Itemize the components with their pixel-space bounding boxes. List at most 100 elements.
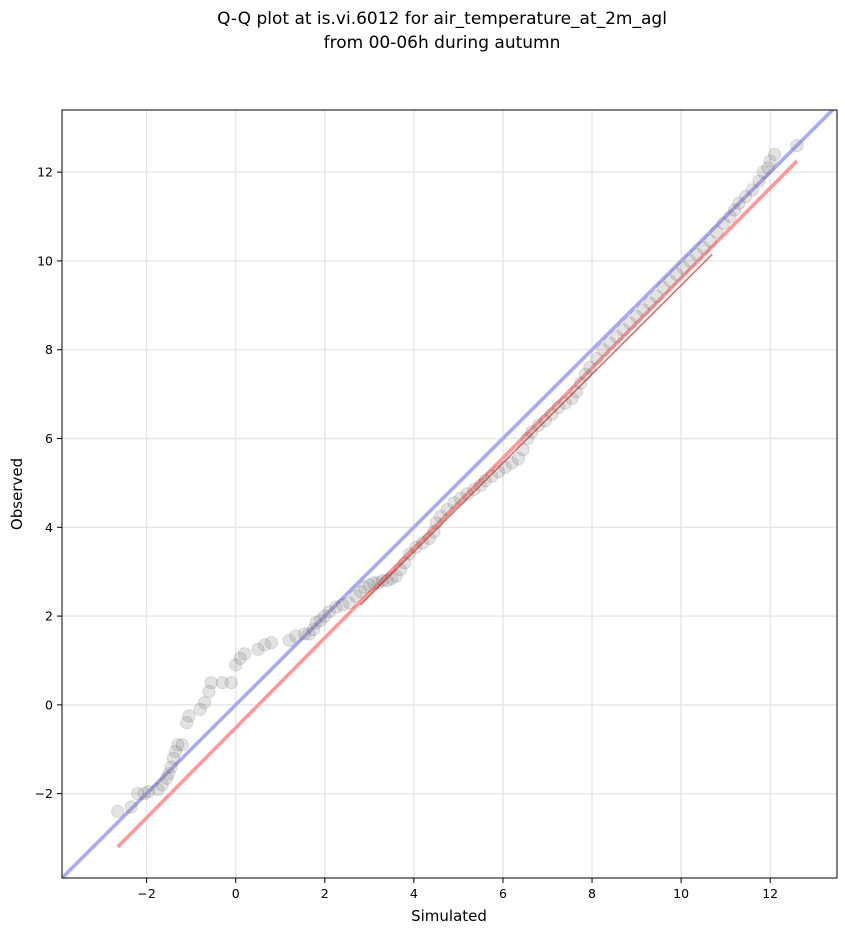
- data-point: [371, 576, 385, 590]
- data-point: [358, 580, 372, 594]
- data-point: [565, 391, 579, 406]
- identity-line: [62, 110, 836, 878]
- data-point: [589, 351, 604, 366]
- data-point: [710, 225, 724, 239]
- data-point: [603, 336, 617, 350]
- data-point: [703, 234, 717, 248]
- x-tick-label: 2: [321, 886, 329, 901]
- data-point: [683, 254, 697, 268]
- data-point: [409, 540, 423, 554]
- reference-lines: [62, 110, 836, 878]
- data-point: [643, 296, 657, 310]
- data-point: [322, 604, 336, 619]
- y-tick-label: 4: [45, 520, 53, 535]
- data-point: [460, 487, 475, 501]
- data-point: [623, 316, 637, 330]
- data-point: [629, 309, 644, 324]
- data-point: [596, 343, 610, 357]
- data-point: [282, 633, 296, 648]
- data-point: [182, 709, 196, 723]
- data-point: [298, 627, 312, 641]
- data-point: [289, 629, 303, 643]
- data-point: [229, 658, 243, 672]
- data-point: [215, 675, 230, 690]
- data-point: [696, 240, 711, 255]
- y-axis-label: Observed: [8, 458, 26, 530]
- y-tick-label: 0: [45, 697, 53, 712]
- data-point: [166, 751, 181, 765]
- data-point: [745, 183, 760, 197]
- data-point: [558, 396, 573, 410]
- data-point: [790, 138, 804, 153]
- data-point: [329, 600, 343, 614]
- data-point: [689, 247, 704, 261]
- y-tick-label: 12: [37, 165, 53, 180]
- x-tick-label: 12: [762, 886, 778, 901]
- data-point: [171, 738, 185, 752]
- data-point: [159, 771, 174, 785]
- y-tick-label: −2: [35, 786, 53, 801]
- data-point: [302, 627, 316, 641]
- grid: [62, 110, 837, 878]
- chart-title-line-1: Q-Q plot at is.vi.6012 for air_temperatu…: [217, 9, 667, 29]
- y-axis-ticks: −2 0 2 4 6 8 10 12: [35, 165, 62, 801]
- data-point: [767, 147, 782, 162]
- data-point: [251, 642, 265, 657]
- data-point: [202, 684, 216, 699]
- data-point: [756, 165, 771, 179]
- data-point: [583, 360, 597, 375]
- data-point: [384, 571, 399, 586]
- data-point: [440, 502, 454, 517]
- data-point: [204, 675, 218, 690]
- x-tick-label: 6: [499, 886, 507, 901]
- y-tick-label: 8: [45, 342, 53, 357]
- data-point: [180, 715, 194, 730]
- data-point: [155, 778, 169, 792]
- data-point: [676, 260, 691, 275]
- data-point: [402, 547, 417, 561]
- fit-line-overlay: [359, 253, 713, 606]
- data-point: [124, 800, 138, 814]
- data-point: [318, 609, 332, 623]
- data-point: [761, 161, 775, 175]
- data-point: [732, 196, 746, 210]
- x-axis-label: Simulated: [411, 907, 487, 925]
- data-point: [569, 385, 584, 399]
- x-tick-label: 10: [673, 886, 689, 901]
- data-point: [727, 203, 742, 217]
- data-point: [738, 189, 753, 204]
- data-point: [131, 786, 145, 801]
- data-point: [175, 738, 189, 752]
- data-point: [763, 154, 777, 168]
- data-point: [309, 616, 323, 630]
- data-point: [313, 613, 328, 628]
- data-point: [306, 622, 321, 637]
- data-point: [233, 651, 247, 665]
- plot-frame: [61, 109, 838, 879]
- data-point: [349, 589, 363, 603]
- data-point: [723, 209, 737, 224]
- data-point: [197, 695, 212, 710]
- data-point: [752, 174, 766, 188]
- x-tick-label: 4: [410, 886, 418, 901]
- data-point: [375, 573, 390, 588]
- data-point: [353, 584, 368, 599]
- data-point: [505, 456, 519, 470]
- fit-line: [116, 159, 799, 849]
- data-point: [257, 638, 272, 652]
- data-point: [137, 786, 152, 801]
- data-point: [467, 482, 481, 497]
- data-point: [649, 289, 664, 304]
- data-point: [422, 531, 437, 546]
- data-point: [264, 636, 279, 650]
- data-points: [110, 138, 804, 819]
- data-point: [491, 465, 506, 479]
- data-point: [447, 496, 461, 510]
- data-point: [516, 442, 530, 457]
- data-point: [656, 280, 670, 295]
- data-point: [335, 598, 350, 612]
- data-point: [574, 376, 588, 390]
- y-tick-label: 10: [37, 253, 53, 268]
- data-point: [511, 451, 526, 466]
- data-point: [669, 267, 684, 281]
